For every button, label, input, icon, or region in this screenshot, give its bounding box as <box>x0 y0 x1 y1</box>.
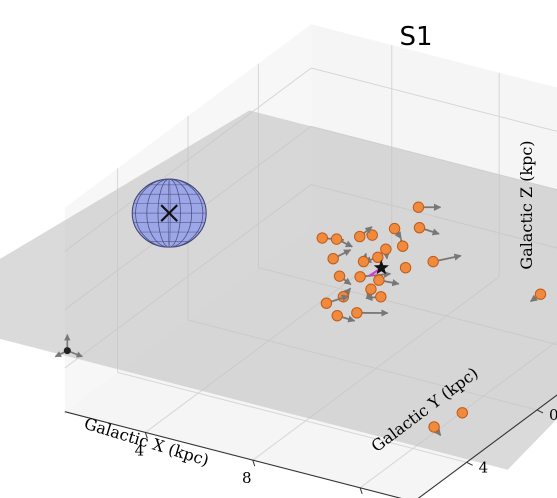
reference-axes-glyph <box>54 333 83 358</box>
data-point <box>380 243 392 255</box>
data-point <box>354 271 366 283</box>
data-point <box>357 255 370 268</box>
data-point <box>316 232 328 244</box>
x-tick-label: 4 <box>135 441 145 459</box>
data-point <box>330 233 343 245</box>
data-point <box>413 221 426 234</box>
y-tick-mark <box>536 409 544 414</box>
data-point <box>320 297 333 309</box>
data-point <box>365 283 377 295</box>
data-point <box>534 288 547 300</box>
grid-line <box>117 371 467 463</box>
data-points <box>54 201 547 437</box>
data-point <box>354 230 366 243</box>
data-point <box>331 309 343 322</box>
reference-origin <box>63 347 71 355</box>
z-axis-label: Galactic Z (kpc) <box>517 140 536 269</box>
x-tick-mark <box>359 487 363 494</box>
data-point <box>375 291 387 303</box>
data-point <box>333 270 346 282</box>
data-point <box>372 251 384 264</box>
x-tick-mark <box>144 432 148 439</box>
data-point <box>397 240 409 252</box>
y-tick-labels: −4 0 4 <box>479 406 557 476</box>
galactic-bulge <box>131 178 207 248</box>
axis-lines <box>64 394 557 498</box>
grid-line <box>311 125 557 191</box>
x-tick-label: 12 <box>345 497 364 498</box>
grid-line <box>311 67 557 132</box>
x-tick-label: 8 <box>242 469 252 487</box>
data-point <box>366 229 378 241</box>
data-point <box>373 274 385 286</box>
y-tick-label: 4 <box>479 458 489 476</box>
y-tick-label: 0 <box>549 406 557 424</box>
sun-marker <box>373 259 389 275</box>
data-point <box>327 253 339 265</box>
x-tick-labels: 4 8 12 <box>135 441 364 498</box>
data-point <box>412 201 425 213</box>
data-point <box>428 421 440 433</box>
data-point <box>388 222 401 235</box>
data-point <box>456 407 469 419</box>
x-tick-mark <box>252 459 256 467</box>
galactic-center-marker <box>160 204 178 222</box>
data-point <box>427 255 439 268</box>
bulge-mesh <box>132 178 207 248</box>
data-point <box>399 262 412 274</box>
x-axis-line <box>64 411 402 498</box>
y-tick-mark <box>466 461 473 466</box>
chart-title: S1 <box>399 22 432 52</box>
data-point <box>351 307 363 319</box>
